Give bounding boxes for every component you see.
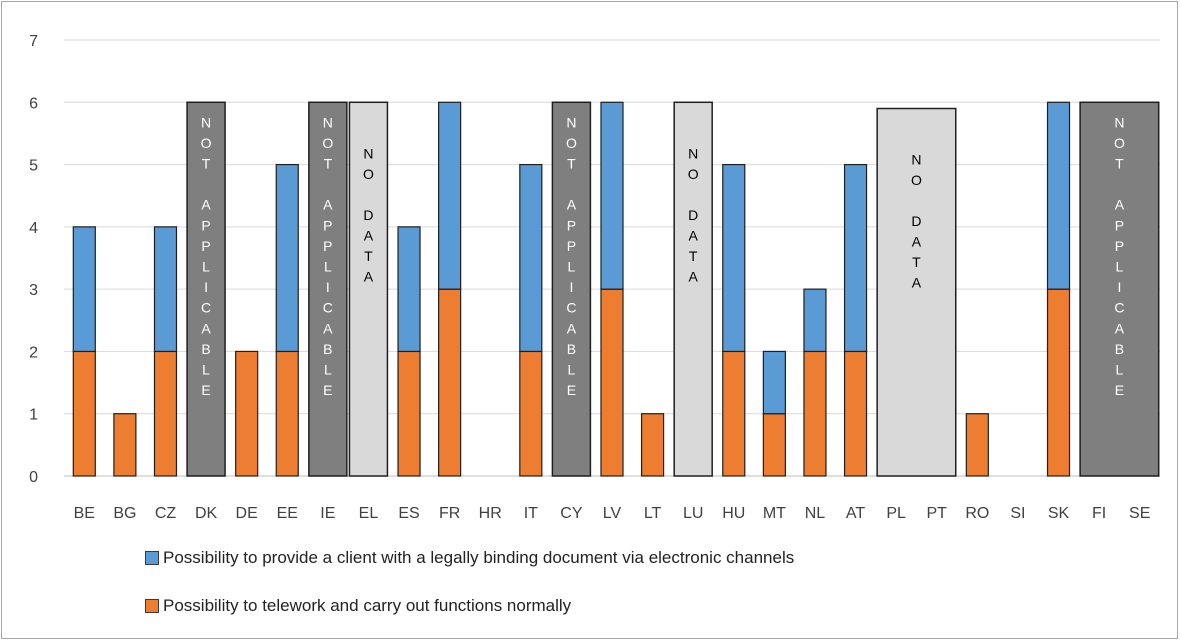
x-tick-label: BE bbox=[74, 505, 95, 522]
x-tick-label: IE bbox=[320, 505, 335, 522]
bar-segment bbox=[113, 413, 137, 477]
legend-label: Possibility to provide a client with a l… bbox=[163, 548, 795, 567]
legend-entry-electronic-documents: Possibility to provide a client with a l… bbox=[145, 548, 794, 568]
bar-segment bbox=[600, 101, 624, 290]
x-tick-label: EL bbox=[359, 505, 379, 522]
x-tick-label: HR bbox=[479, 505, 502, 522]
bar-segment bbox=[153, 350, 178, 477]
annotation-box bbox=[876, 107, 957, 477]
x-tick-label: HU bbox=[722, 505, 745, 522]
x-tick-label: IT bbox=[524, 505, 538, 522]
x-tick-label: LT bbox=[644, 505, 662, 522]
legend-swatch-blue bbox=[145, 551, 159, 565]
x-tick-label: SI bbox=[1010, 505, 1025, 522]
y-tick-label: 5 bbox=[29, 158, 38, 175]
y-tick-label: 3 bbox=[29, 282, 38, 299]
bar-segment bbox=[275, 163, 299, 353]
bar-segment bbox=[803, 288, 827, 353]
x-tick-label: BG bbox=[113, 505, 136, 522]
y-tick-label: 4 bbox=[29, 220, 38, 237]
legend-swatch-orange bbox=[145, 599, 159, 613]
annotation-box bbox=[308, 101, 348, 477]
bar-segment bbox=[1046, 288, 1071, 477]
x-tick-label: DE bbox=[236, 505, 258, 522]
x-tick-label: CY bbox=[560, 505, 583, 522]
bar-segment bbox=[600, 288, 624, 477]
bar-segment bbox=[72, 350, 96, 477]
x-tick-label: LV bbox=[603, 505, 622, 522]
bar-segment bbox=[438, 288, 462, 477]
x-tick-label: SE bbox=[1129, 505, 1150, 522]
bar-segment bbox=[843, 163, 868, 353]
annotation-box bbox=[186, 101, 226, 477]
x-tick-label: PT bbox=[927, 505, 948, 522]
legend-label: Possibility to telework and carry out fu… bbox=[163, 596, 572, 615]
bar-segment bbox=[1046, 101, 1071, 290]
annotation-box bbox=[1079, 101, 1160, 477]
bar-segment bbox=[275, 350, 299, 477]
x-tick-label: SK bbox=[1048, 505, 1070, 522]
y-tick-label: 6 bbox=[29, 95, 38, 112]
y-tick-label: 2 bbox=[29, 344, 38, 361]
bar-segment bbox=[235, 350, 259, 477]
x-tick-label: FI bbox=[1092, 505, 1106, 522]
bar-segment bbox=[153, 226, 178, 353]
x-tick-label: NL bbox=[805, 505, 826, 522]
bar-segment bbox=[519, 163, 543, 353]
x-tick-label: PL bbox=[886, 505, 906, 522]
bar-segment bbox=[519, 350, 543, 477]
legend-entry-telework: Possibility to telework and carry out fu… bbox=[145, 596, 571, 616]
y-tick-label: 7 bbox=[29, 33, 38, 50]
x-tick-label: RO bbox=[965, 505, 989, 522]
bar-segment bbox=[397, 350, 421, 477]
stacked-bar-chart: 0 1 2 3 4 5 6 7 BE BG CZ DK DE EE IE EL ES FR HR IT CY LV LT LU… bbox=[29, 33, 1160, 522]
bar-segment bbox=[438, 101, 462, 290]
bar-segment bbox=[722, 163, 746, 353]
bar-segment bbox=[965, 413, 989, 477]
y-tick-label: 1 bbox=[29, 407, 38, 424]
y-tick-label: 0 bbox=[29, 469, 38, 486]
x-tick-label: CZ bbox=[155, 505, 177, 522]
x-tick-label: LU bbox=[683, 505, 703, 522]
x-tick-label: FR bbox=[439, 505, 460, 522]
annotation-box bbox=[673, 101, 713, 477]
annotation-box bbox=[551, 101, 592, 477]
bar-segment bbox=[762, 413, 786, 477]
bar-segment bbox=[803, 350, 827, 477]
x-tick-label: EE bbox=[277, 505, 298, 522]
bar-segment bbox=[72, 226, 96, 353]
x-tick-label: AT bbox=[846, 505, 865, 522]
bar-segment bbox=[762, 350, 786, 415]
annotation-box bbox=[348, 101, 389, 477]
bar-segment bbox=[397, 226, 421, 353]
x-tick-label: MT bbox=[763, 505, 786, 522]
bar-segment bbox=[843, 350, 868, 477]
x-tick-label: ES bbox=[398, 505, 419, 522]
x-tick-label: DK bbox=[195, 505, 218, 522]
bar-segment bbox=[640, 413, 665, 477]
bar-segment bbox=[722, 350, 746, 477]
